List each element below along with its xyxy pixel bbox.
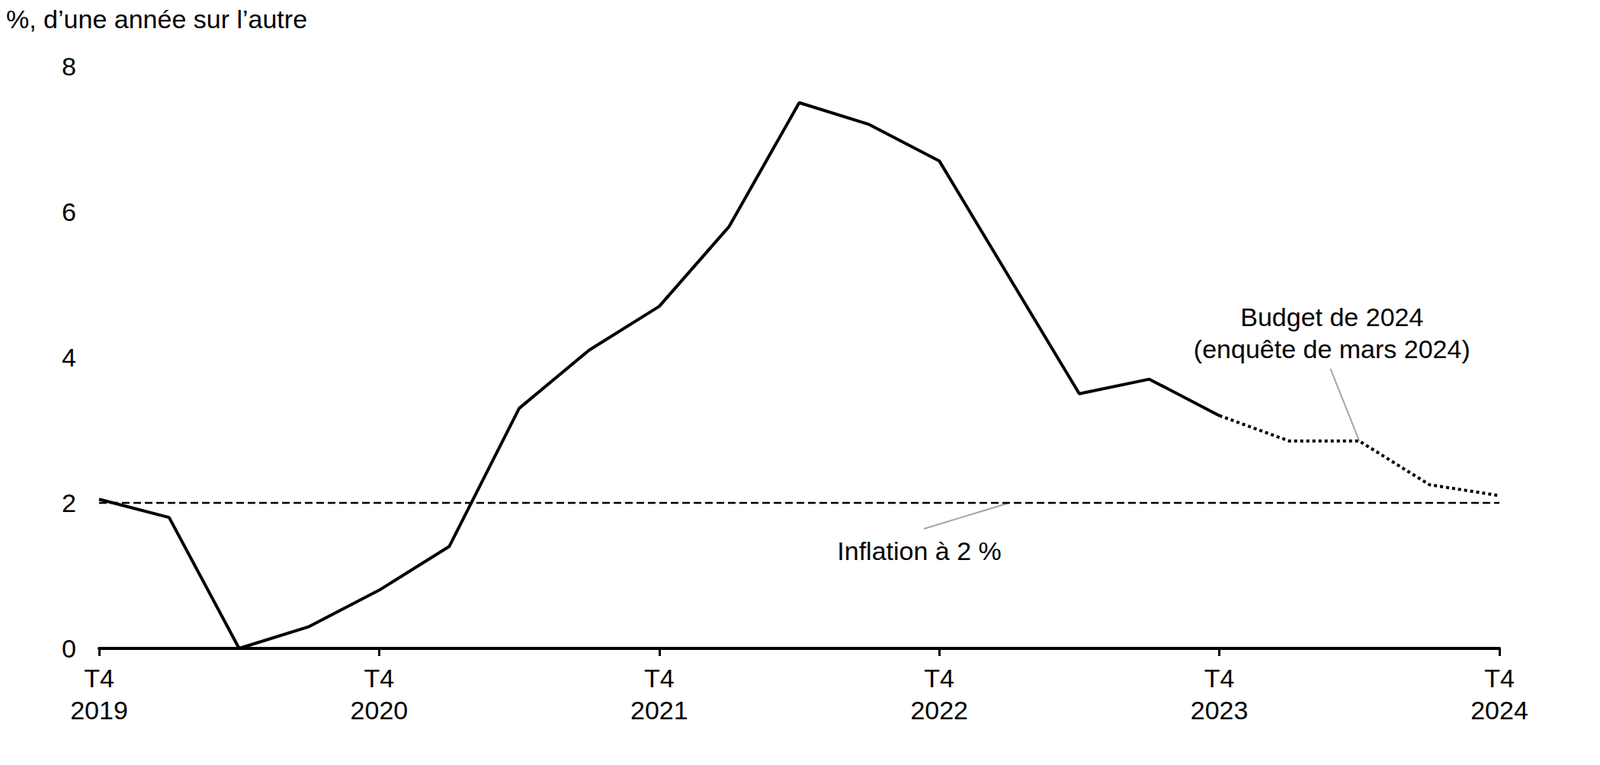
svg-text:2019: 2019: [70, 695, 129, 725]
svg-text:Budget de 2024: Budget de 2024: [1240, 302, 1424, 332]
svg-text:4: 4: [61, 343, 77, 372]
svg-text:T4: T4: [644, 663, 675, 693]
svg-text:2023: 2023: [1190, 695, 1249, 725]
svg-text:6: 6: [61, 197, 77, 227]
svg-text:T4: T4: [364, 663, 395, 693]
svg-text:2024: 2024: [1470, 695, 1529, 725]
svg-text:T4: T4: [923, 663, 955, 693]
svg-text:8: 8: [61, 51, 77, 81]
svg-text:0: 0: [61, 634, 77, 664]
svg-text:Inflation à 2 %: Inflation à 2 %: [836, 536, 1001, 566]
svg-text:2022: 2022: [910, 695, 969, 725]
svg-text:T4: T4: [1204, 663, 1235, 693]
svg-text:%, d’une année sur l’autre: %, d’une année sur l’autre: [6, 4, 308, 34]
svg-text:T4: T4: [83, 663, 115, 693]
svg-text:2020: 2020: [350, 695, 409, 725]
svg-text:(enquête de mars 2024): (enquête de mars 2024): [1193, 334, 1471, 364]
svg-text:2021: 2021: [630, 695, 689, 725]
svg-text:2: 2: [61, 488, 77, 518]
svg-text:T4: T4: [1484, 663, 1515, 693]
